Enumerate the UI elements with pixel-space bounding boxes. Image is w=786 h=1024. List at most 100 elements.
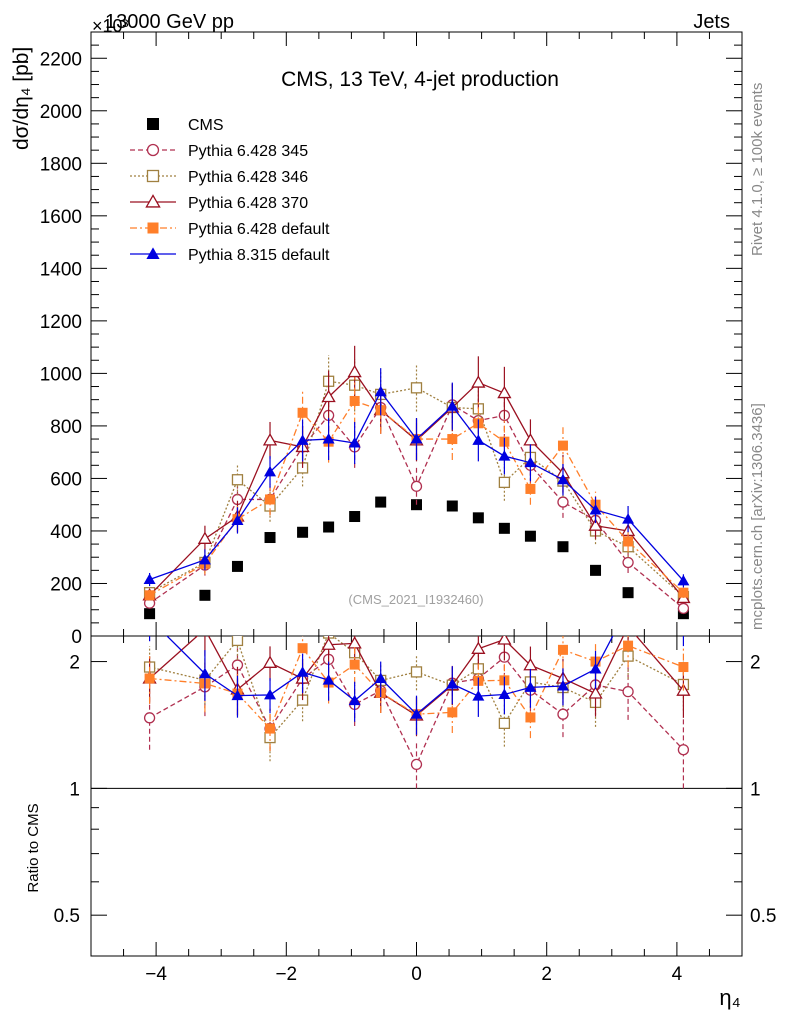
data-point <box>374 385 387 397</box>
ratio-point <box>498 688 511 699</box>
ratio-point <box>348 694 361 706</box>
y-tick-label: 200 <box>50 574 82 595</box>
legend-entry: Pythia 6.428 370 <box>130 194 308 212</box>
y-tick-label: 2200 <box>40 49 82 70</box>
ratio-point <box>623 640 634 651</box>
data-point <box>589 503 602 515</box>
data-point <box>498 522 510 534</box>
data-point <box>265 494 276 505</box>
data-point <box>446 500 458 512</box>
ratio-point <box>143 712 156 724</box>
ratio-tick-label: 0.5 <box>54 906 80 927</box>
data-point <box>523 433 538 446</box>
legend-label: CMS <box>188 117 224 134</box>
data-point <box>677 602 690 615</box>
ratio-point <box>410 666 423 678</box>
ratio-point <box>498 717 511 729</box>
data-point <box>297 526 309 538</box>
data-point <box>677 574 690 586</box>
ratio-point <box>198 667 211 679</box>
ratio-point <box>262 655 278 668</box>
data-point <box>622 513 635 524</box>
data-point <box>524 530 536 542</box>
data-point <box>349 395 360 406</box>
legend-entry: Pythia 6.428 345 <box>130 143 308 160</box>
data-point <box>198 553 211 565</box>
data-point <box>231 560 243 572</box>
ratio-point <box>622 620 634 631</box>
ratio-point <box>410 758 423 771</box>
ratio-tick-label-right: 2 <box>750 653 761 674</box>
ratio-point <box>589 663 602 674</box>
ratio-point <box>264 688 277 700</box>
rivet-label: Rivet 4.1.0, ≥ 100k events <box>749 83 766 256</box>
legend-entry: CMS <box>147 117 224 134</box>
series-1 <box>143 381 690 615</box>
ratio-point <box>410 708 423 719</box>
data-point <box>497 385 512 399</box>
data-point <box>231 474 244 486</box>
y-tick-label: 1800 <box>40 154 82 175</box>
data-point <box>678 587 689 598</box>
data-point <box>199 589 211 601</box>
y-tick-label: 400 <box>50 522 82 543</box>
x-tick-label: −4 <box>145 964 167 985</box>
data-point <box>322 433 335 444</box>
data-point <box>410 433 423 444</box>
ratio-point <box>556 679 569 691</box>
category-label: Jets <box>693 11 730 33</box>
ratio-tick-label: 2 <box>69 653 80 674</box>
data-point <box>524 456 537 468</box>
ratio-line <box>149 636 684 739</box>
x-tick-label: 0 <box>411 964 422 985</box>
legend-label: Pythia 6.428 370 <box>188 195 308 212</box>
data-point <box>622 587 634 599</box>
data-point <box>197 531 213 544</box>
ratio-tick-label: 1 <box>69 779 80 800</box>
legend-entry: Pythia 6.428 346 <box>130 169 308 186</box>
data-point <box>498 476 511 489</box>
ratio-point <box>525 712 536 723</box>
data-point <box>144 608 156 620</box>
data-point <box>472 512 484 524</box>
legend-marker <box>146 169 160 183</box>
data-point <box>349 511 361 523</box>
data-point <box>297 407 308 418</box>
y-tick-label: 1000 <box>40 364 82 385</box>
legend-entry: Pythia 6.428 default <box>130 221 330 238</box>
legend-label: Pythia 6.428 345 <box>188 143 308 160</box>
ratio-point <box>678 662 689 673</box>
legend-marker <box>147 118 159 130</box>
analysis-label: (CMS_2021_I1932460) <box>348 592 483 607</box>
ratio-line <box>149 656 684 766</box>
y-tick-label: 1400 <box>40 259 82 280</box>
data-point <box>410 382 423 394</box>
data-point <box>525 483 536 494</box>
y-tick-label: 0 <box>71 627 82 648</box>
y-tick-label: 600 <box>50 469 82 490</box>
ratio-point <box>497 636 512 645</box>
data-point <box>588 518 603 531</box>
x-tick-label: 4 <box>672 964 683 985</box>
ratio-point <box>472 690 485 701</box>
data-point <box>498 450 511 461</box>
data-point <box>447 434 458 445</box>
data-point <box>348 436 361 448</box>
legend-label: Pythia 6.428 default <box>188 221 330 238</box>
data-point <box>471 375 486 388</box>
x-axis-label: η₄ <box>719 985 740 1010</box>
ratio-point <box>297 643 308 654</box>
ratio-point <box>677 744 690 756</box>
legend-entry: Pythia 8.315 default <box>130 247 330 264</box>
exponent-label: ×10³ <box>92 16 129 36</box>
data-point <box>347 364 362 378</box>
legend-marker <box>145 194 161 208</box>
data-point <box>264 532 276 544</box>
ratio-point <box>199 623 211 634</box>
ratio-point <box>588 686 603 699</box>
ratio-point <box>446 678 459 689</box>
ratio-series-5 <box>148 636 685 735</box>
data-point <box>375 496 387 508</box>
y-tick-label: 1600 <box>40 207 82 228</box>
